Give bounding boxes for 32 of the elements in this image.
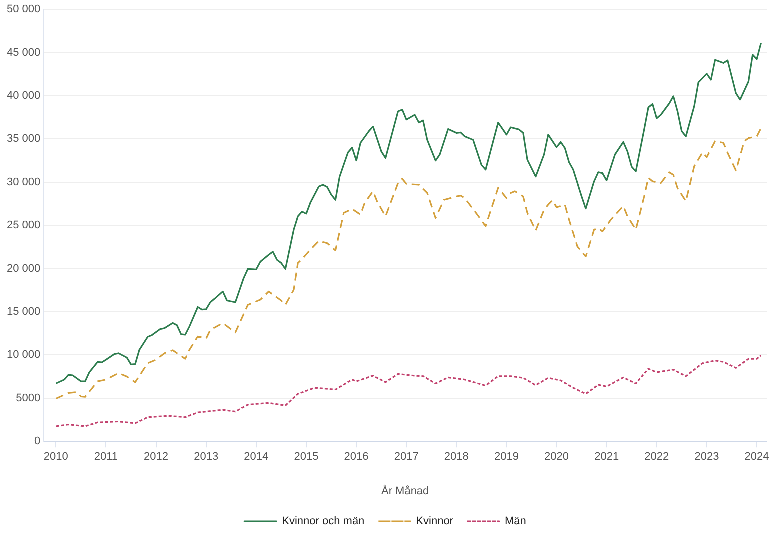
line-series (55, 128, 762, 400)
x-tick-label: 2017 (394, 451, 419, 464)
x-tick-label: 2016 (344, 451, 369, 464)
legend-label: Kvinnor och män (282, 516, 365, 528)
x-axis-title: År Månad (381, 484, 430, 498)
y-tick-label: 0 (34, 436, 41, 448)
legend-label: Män (504, 516, 526, 528)
x-tick-label: 2018 (444, 451, 469, 464)
x-tick-label: 2012 (144, 451, 169, 464)
x-tick-label: 2021 (594, 451, 620, 464)
x-tick-label: 2022 (644, 451, 670, 464)
x-tick-label: 2019 (494, 451, 519, 464)
x-tick-label: 2020 (544, 451, 570, 464)
y-tick-label: 10 000 (6, 349, 41, 362)
x-tick-label: 2023 (694, 451, 720, 464)
x-tick-label: 2010 (44, 451, 68, 464)
x-tick-label: 2014 (244, 451, 269, 464)
y-tick-label: 5000 (16, 392, 41, 404)
y-tick-label: 20 000 (6, 262, 41, 275)
x-tick-label: 2013 (194, 451, 219, 464)
y-tick-label: 50 000 (6, 4, 41, 16)
legend-label: Kvinnor (416, 516, 454, 528)
line-series (55, 354, 762, 428)
y-tick-label: 15 000 (6, 306, 41, 318)
y-tick-label: 25 000 (6, 220, 41, 232)
y-tick-label: 30 000 (6, 176, 41, 188)
x-tick-label: 2015 (294, 451, 319, 464)
x-tick-label: 2024 (744, 451, 770, 464)
x-tick-label: 2011 (94, 451, 118, 464)
y-tick-label: 40 000 (6, 90, 41, 102)
y-tick-label: 45 000 (6, 46, 41, 59)
y-tick-label: 35 000 (6, 133, 41, 146)
